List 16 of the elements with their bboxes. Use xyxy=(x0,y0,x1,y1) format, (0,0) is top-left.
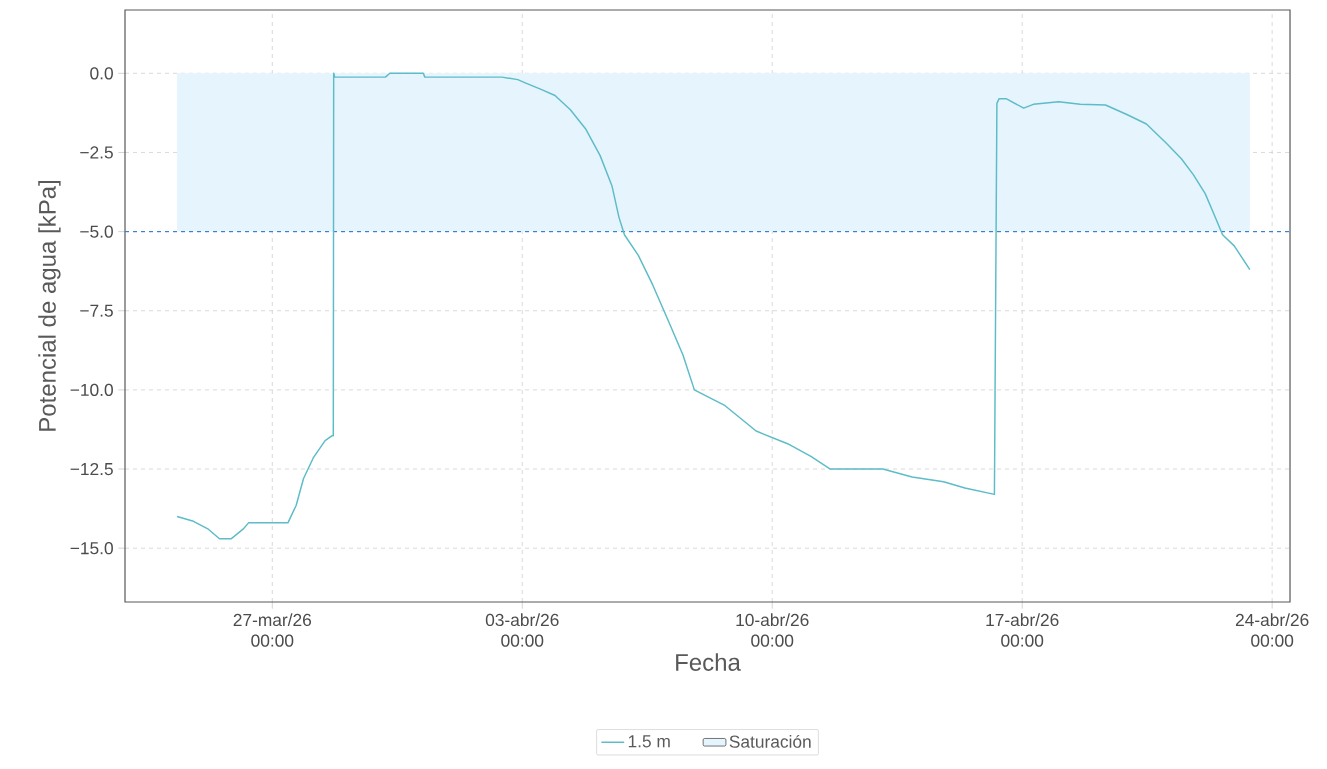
y-tick-label: −10.0 xyxy=(70,383,113,397)
x-tick-label: 27-mar/26 00:00 xyxy=(233,613,312,647)
y-tick-label: −2.5 xyxy=(80,146,113,159)
y-tick-label: −15.0 xyxy=(70,542,113,555)
x-tick-label: 17-abr/26 00:00 xyxy=(986,613,1059,647)
y-tick-label: −5.0 xyxy=(80,225,113,238)
y-tick-label: −12.5 xyxy=(70,462,113,476)
legend-label: 1.5 m xyxy=(628,735,670,748)
y-tick-label: −7.5 xyxy=(80,304,113,317)
x-tick-label: 24-abr/26 00:00 xyxy=(1235,613,1309,647)
x-tick-label: 03-abr/26 00:00 xyxy=(485,613,559,647)
legend-label: Saturación xyxy=(729,734,811,748)
y-tick-label: 0.0 xyxy=(90,67,113,80)
x-axis-title: Fecha xyxy=(676,653,741,671)
x-tick-label: 10-abr/26 00:00 xyxy=(736,613,809,647)
y-axis-title: Potencial de agua [kPa] xyxy=(38,181,61,431)
